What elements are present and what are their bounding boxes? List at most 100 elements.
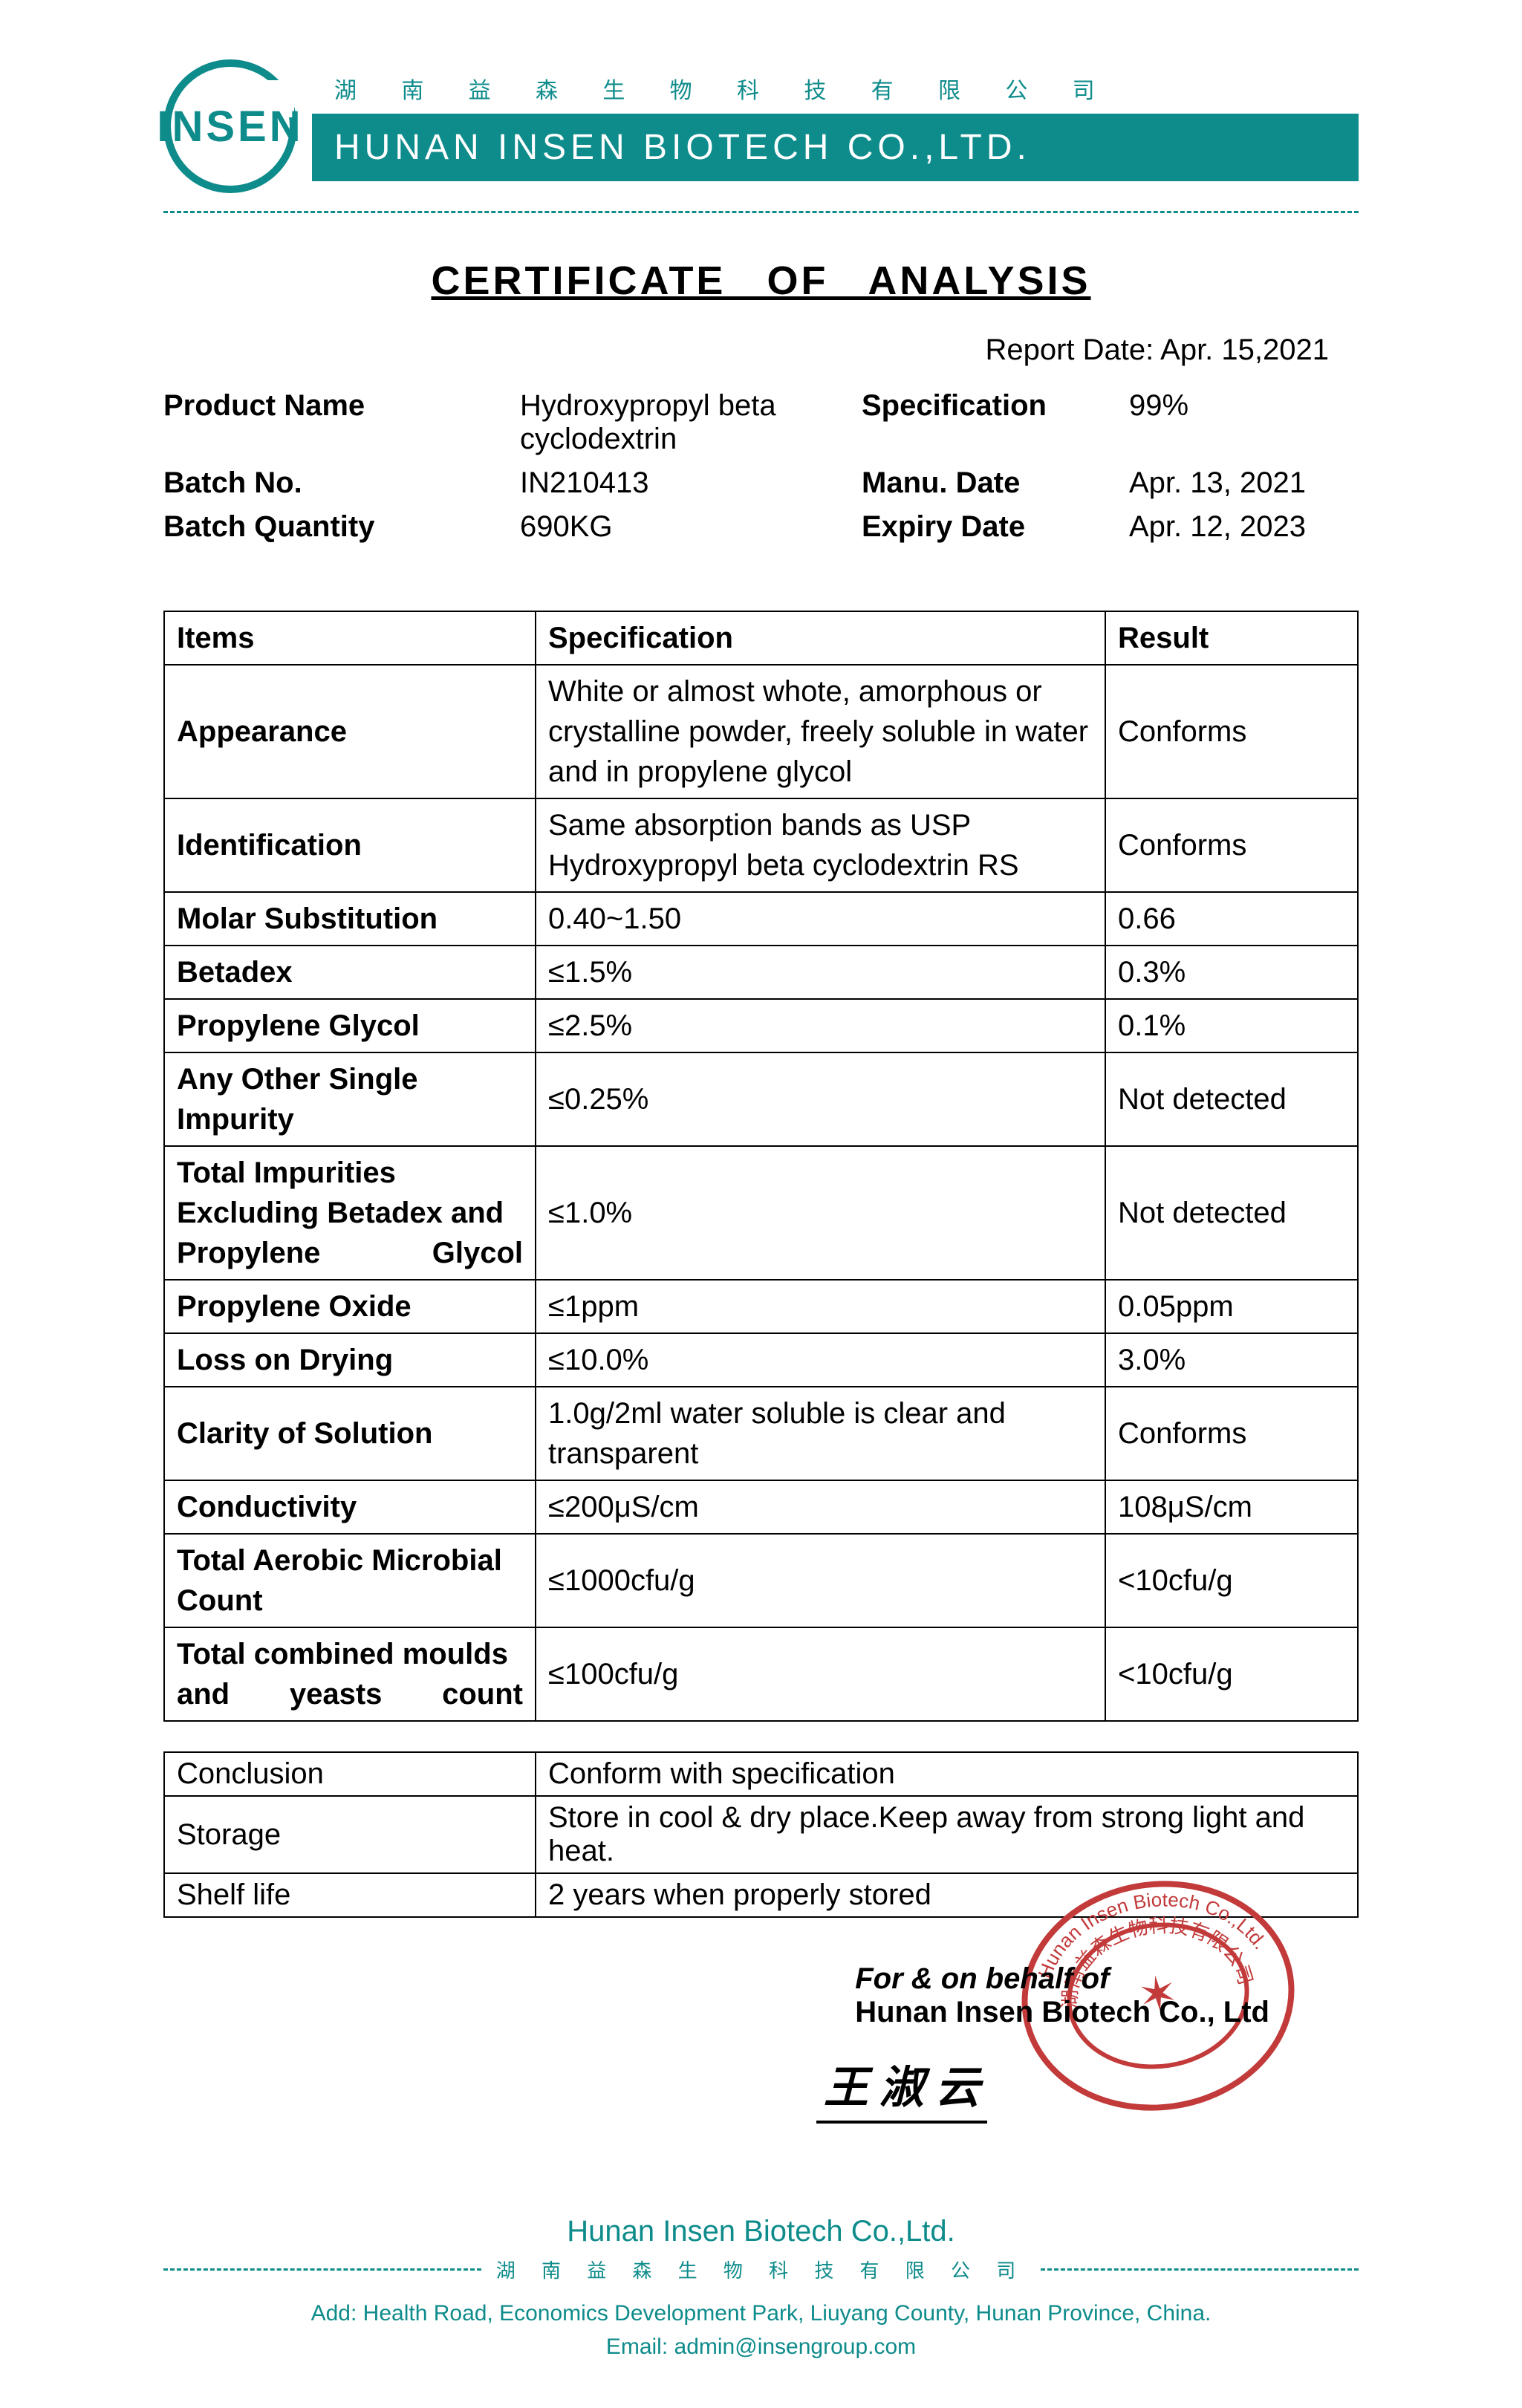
meta-label: Batch Quantity	[163, 510, 520, 544]
meta-value: 99%	[1129, 389, 1359, 456]
page-footer: Hunan Insen Biotech Co.,Ltd. 湖 南 益 森 生 物…	[163, 2215, 1359, 2363]
cell-spec: ≤200μS/cm	[536, 1480, 1105, 1534]
th-items: Items	[164, 611, 536, 665]
cell-result: <10cfu/g	[1105, 1534, 1358, 1627]
cell-label: Storage	[164, 1796, 536, 1873]
meta-value: Apr. 12, 2023	[1129, 510, 1359, 544]
cell-result: Conforms	[1105, 1387, 1358, 1480]
cell-item: Total combined moulds and yeasts count	[164, 1627, 536, 1721]
cell-spec: 0.40~1.50	[536, 892, 1105, 946]
header-divider	[163, 211, 1359, 213]
cell-item: Conductivity	[164, 1480, 536, 1534]
cell-spec: ≤0.25%	[536, 1052, 1105, 1146]
footer-company-en: Hunan Insen Biotech Co.,Ltd.	[163, 2215, 1359, 2248]
footer-dash-left	[163, 2268, 481, 2271]
footer-email-label: Email:	[606, 2334, 668, 2359]
cell-result: <10cfu/g	[1105, 1627, 1358, 1721]
cell-spec: Same absorption bands as USP Hydroxyprop…	[536, 798, 1105, 892]
cell-result: 0.05ppm	[1105, 1280, 1358, 1333]
letterhead: INSEN 湖 南 益 森 生 物 科 技 有 限 公 司 HUNAN INSE…	[163, 59, 1359, 213]
th-spec: Specification	[536, 611, 1105, 665]
meta-label: Manu. Date	[862, 466, 1129, 500]
table-row: Clarity of Solution1.0g/2ml water solubl…	[164, 1387, 1358, 1480]
table-row: ConclusionConform with specification	[164, 1752, 1358, 1796]
table-row: AppearanceWhite or almost whote, amorpho…	[164, 665, 1358, 798]
table-row: Any Other Single Impurity≤0.25%Not detec…	[164, 1052, 1358, 1146]
cell-result: 0.1%	[1105, 999, 1358, 1052]
table-row: StorageStore in cool & dry place.Keep aw…	[164, 1796, 1358, 1873]
cell-item: Molar Substitution	[164, 892, 536, 946]
company-name-cn: 湖 南 益 森 生 物 科 技 有 限 公 司	[312, 72, 1359, 105]
meta-value: Apr. 13, 2021	[1129, 466, 1359, 500]
meta-value: 690KG	[520, 510, 862, 544]
cell-spec: 1.0g/2ml water soluble is clear and tran…	[536, 1387, 1105, 1480]
signature-line2: Hunan Insen Biotech Co., Ltd	[855, 1996, 1269, 2029]
meta-grid: Product NameHydroxypropyl beta cyclodext…	[163, 389, 1359, 544]
cell-item: Propylene Glycol	[164, 999, 536, 1052]
logo-text: INSEN	[157, 102, 303, 152]
th-result: Result	[1105, 611, 1358, 665]
footer-dash-row: 湖 南 益 森 生 物 科 技 有 限 公 司	[163, 2256, 1359, 2283]
cell-item: Loss on Drying	[164, 1333, 536, 1387]
signature-area: Hunan Insen Biotech Co.,Ltd. 湖南益森生物科技有限公…	[163, 1933, 1359, 2170]
cell-spec: ≤2.5%	[536, 999, 1105, 1052]
cell-item: Total Aerobic Microbial Count	[164, 1534, 536, 1627]
meta-value: Hydroxypropyl beta cyclodextrin	[520, 389, 862, 456]
signature-line1: For & on behalf of	[855, 1962, 1269, 1996]
cell-result: Not detected	[1105, 1146, 1358, 1280]
cell-result: 3.0%	[1105, 1333, 1358, 1387]
cell-item: Propylene Oxide	[164, 1280, 536, 1333]
footer-company-cn: 湖 南 益 森 生 物 科 技 有 限 公 司	[496, 2256, 1026, 2283]
report-date-value: Apr. 15,2021	[1160, 333, 1329, 366]
cell-spec: ≤1.0%	[536, 1146, 1105, 1280]
cell-label: Conclusion	[164, 1752, 536, 1796]
cell-item: Clarity of Solution	[164, 1387, 536, 1480]
cell-item: Total Impurities Excluding Betadex and P…	[164, 1146, 536, 1280]
cell-item: Betadex	[164, 946, 536, 999]
cell-spec: ≤100cfu/g	[536, 1627, 1105, 1721]
logo-row: INSEN 湖 南 益 森 生 物 科 技 有 限 公 司 HUNAN INSE…	[163, 59, 1359, 193]
table-row: Propylene Glycol≤2.5%0.1%	[164, 999, 1358, 1052]
header-right: 湖 南 益 森 生 物 科 技 有 限 公 司 HUNAN INSEN BIOT…	[312, 72, 1359, 181]
cell-result: 108μS/cm	[1105, 1480, 1358, 1534]
table-row: Total combined moulds and yeasts count≤1…	[164, 1627, 1358, 1721]
table-row: Propylene Oxide≤1ppm0.05ppm	[164, 1280, 1358, 1333]
cell-result: 0.66	[1105, 892, 1358, 946]
table-row: Conductivity≤200μS/cm108μS/cm	[164, 1480, 1358, 1534]
table-header-row: Items Specification Result	[164, 611, 1358, 665]
table-row: Molar Substitution0.40~1.500.66	[164, 892, 1358, 946]
footer-email-value: admin@insengroup.com	[674, 2334, 917, 2359]
meta-label: Batch No.	[163, 466, 520, 500]
cell-item: Identification	[164, 798, 536, 892]
cell-spec: ≤1000cfu/g	[536, 1534, 1105, 1627]
table-row: Total Aerobic Microbial Count≤1000cfu/g<…	[164, 1534, 1358, 1627]
cell-result: Conforms	[1105, 798, 1358, 892]
document-title: CERTIFICATE OF ANALYSIS	[163, 258, 1359, 304]
spec-table: Items Specification Result AppearanceWhi…	[163, 611, 1359, 1722]
report-date: Report Date: Apr. 15,2021	[163, 333, 1359, 367]
meta-label: Product Name	[163, 389, 520, 456]
company-name-en-bar: HUNAN INSEN BIOTECH CO.,LTD.	[312, 114, 1359, 181]
cell-result: Conforms	[1105, 665, 1358, 798]
signature-name: 王 淑 云	[816, 2051, 987, 2124]
cell-spec: ≤1.5%	[536, 946, 1105, 999]
cell-item: Appearance	[164, 665, 536, 798]
cell-value: Conform with specification	[536, 1752, 1358, 1796]
cell-result: Not detected	[1105, 1052, 1358, 1146]
meta-value: IN210413	[520, 466, 862, 500]
meta-label: Specification	[862, 389, 1129, 456]
signature-text: For & on behalf of Hunan Insen Biotech C…	[855, 1962, 1269, 2029]
meta-label: Expiry Date	[862, 510, 1129, 544]
logo-icon: INSEN	[163, 59, 297, 193]
table-row: Betadex≤1.5%0.3%	[164, 946, 1358, 999]
cell-item: Any Other Single Impurity	[164, 1052, 536, 1146]
report-date-label: Report Date:	[985, 333, 1154, 366]
cell-spec: White or almost whote, amorphous or crys…	[536, 665, 1105, 798]
table-row: Total Impurities Excluding Betadex and P…	[164, 1146, 1358, 1280]
cell-spec: ≤1ppm	[536, 1280, 1105, 1333]
table-row: IdentificationSame absorption bands as U…	[164, 798, 1358, 892]
footer-address: Add: Health Road, Economics Development …	[163, 2297, 1359, 2363]
cell-label: Shelf life	[164, 1873, 536, 1917]
cell-spec: ≤10.0%	[536, 1333, 1105, 1387]
footer-dash-right	[1041, 2268, 1359, 2271]
